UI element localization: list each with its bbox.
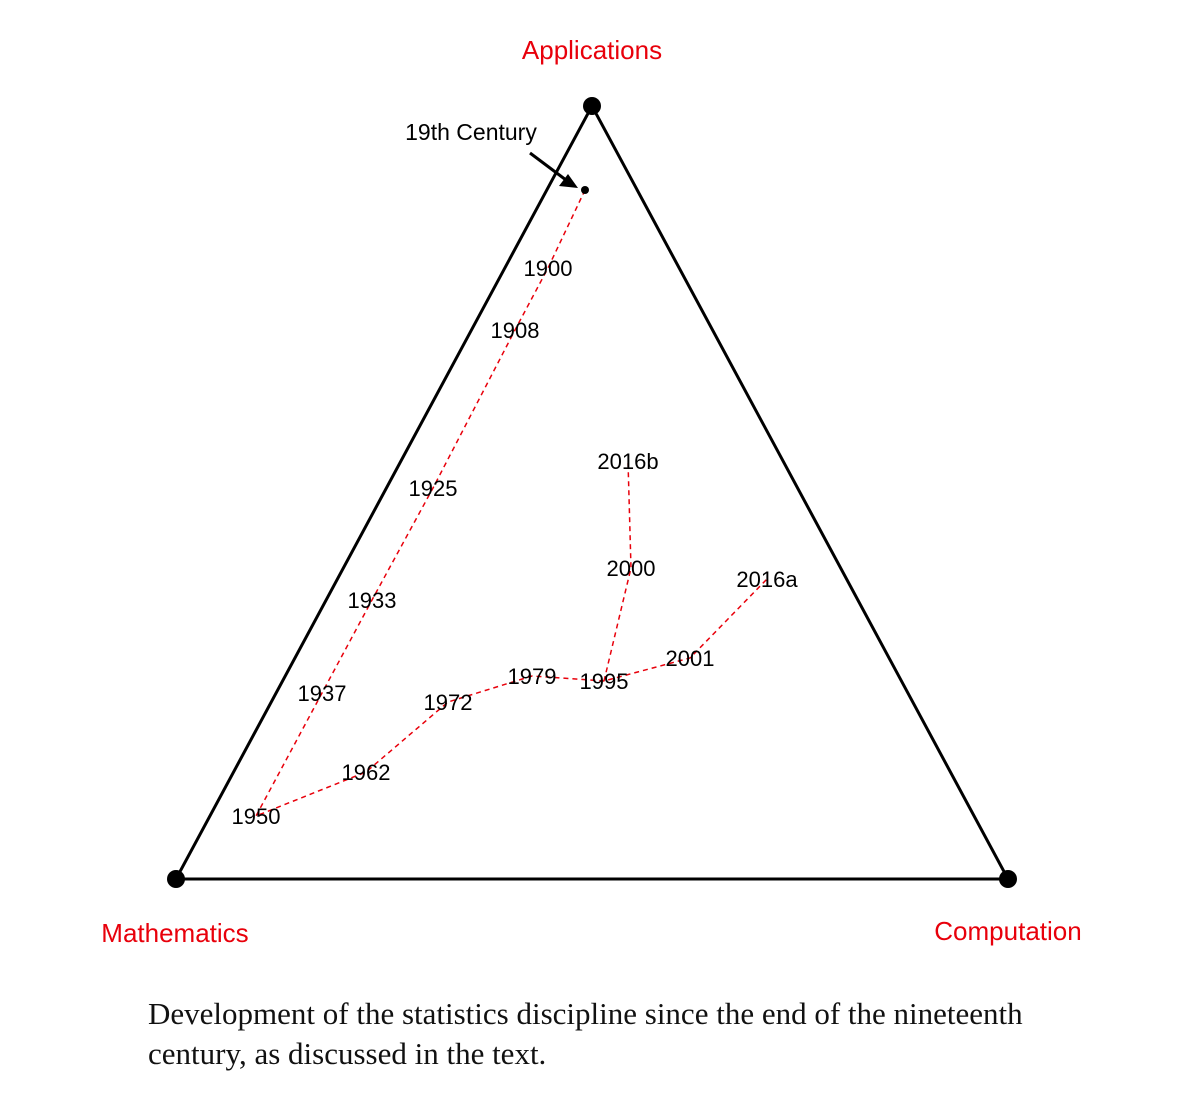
annotation-arrow-shaft bbox=[529, 151, 567, 182]
timeline-path-2 bbox=[603, 460, 632, 682]
timeline-path-1 bbox=[254, 189, 768, 818]
vertex-dot-computation bbox=[999, 870, 1017, 888]
year-label-1925: 1925 bbox=[409, 476, 458, 501]
vertex-dot-applications bbox=[583, 97, 601, 115]
annotation-arrowhead bbox=[559, 174, 578, 188]
year-label-1979: 1979 bbox=[508, 664, 557, 689]
figure-caption: Development of the statistics discipline… bbox=[148, 996, 1023, 1071]
year-label-2001: 2001 bbox=[666, 646, 715, 671]
year-label-2000: 2000 bbox=[607, 556, 656, 581]
year-label-1995: 1995 bbox=[580, 669, 629, 694]
vertex-label-computation: Computation bbox=[934, 916, 1081, 946]
year-label-1908: 1908 bbox=[491, 318, 540, 343]
year-label-1962: 1962 bbox=[342, 760, 391, 785]
year-label-2016a: 2016a bbox=[736, 567, 798, 592]
triangle-outline bbox=[173, 102, 1011, 881]
year-label-2016b: 2016b bbox=[597, 449, 658, 474]
vertex-dot-mathematics bbox=[167, 870, 185, 888]
year-label-1900: 1900 bbox=[524, 256, 573, 281]
vertex-label-applications: Applications bbox=[522, 35, 662, 65]
year-label-1972: 1972 bbox=[424, 690, 473, 715]
diagram-canvas: Applications Mathematics Computation 190… bbox=[101, 35, 1081, 948]
path-layer bbox=[254, 189, 768, 818]
year-label-1950: 1950 bbox=[232, 804, 281, 829]
nineteenth-century-dot bbox=[581, 186, 589, 194]
ternary-diagram: Applications Mathematics Computation 190… bbox=[101, 35, 1081, 948]
annotation-label: 19th Century bbox=[405, 119, 537, 145]
label-layer: 1900 1908 1925 1933 1937 1950 1962 1972 1979 1995… bbox=[232, 256, 799, 829]
vertex-label-mathematics: Mathematics bbox=[101, 918, 248, 948]
year-label-1937: 1937 bbox=[298, 681, 347, 706]
year-label-1933: 1933 bbox=[348, 588, 397, 613]
